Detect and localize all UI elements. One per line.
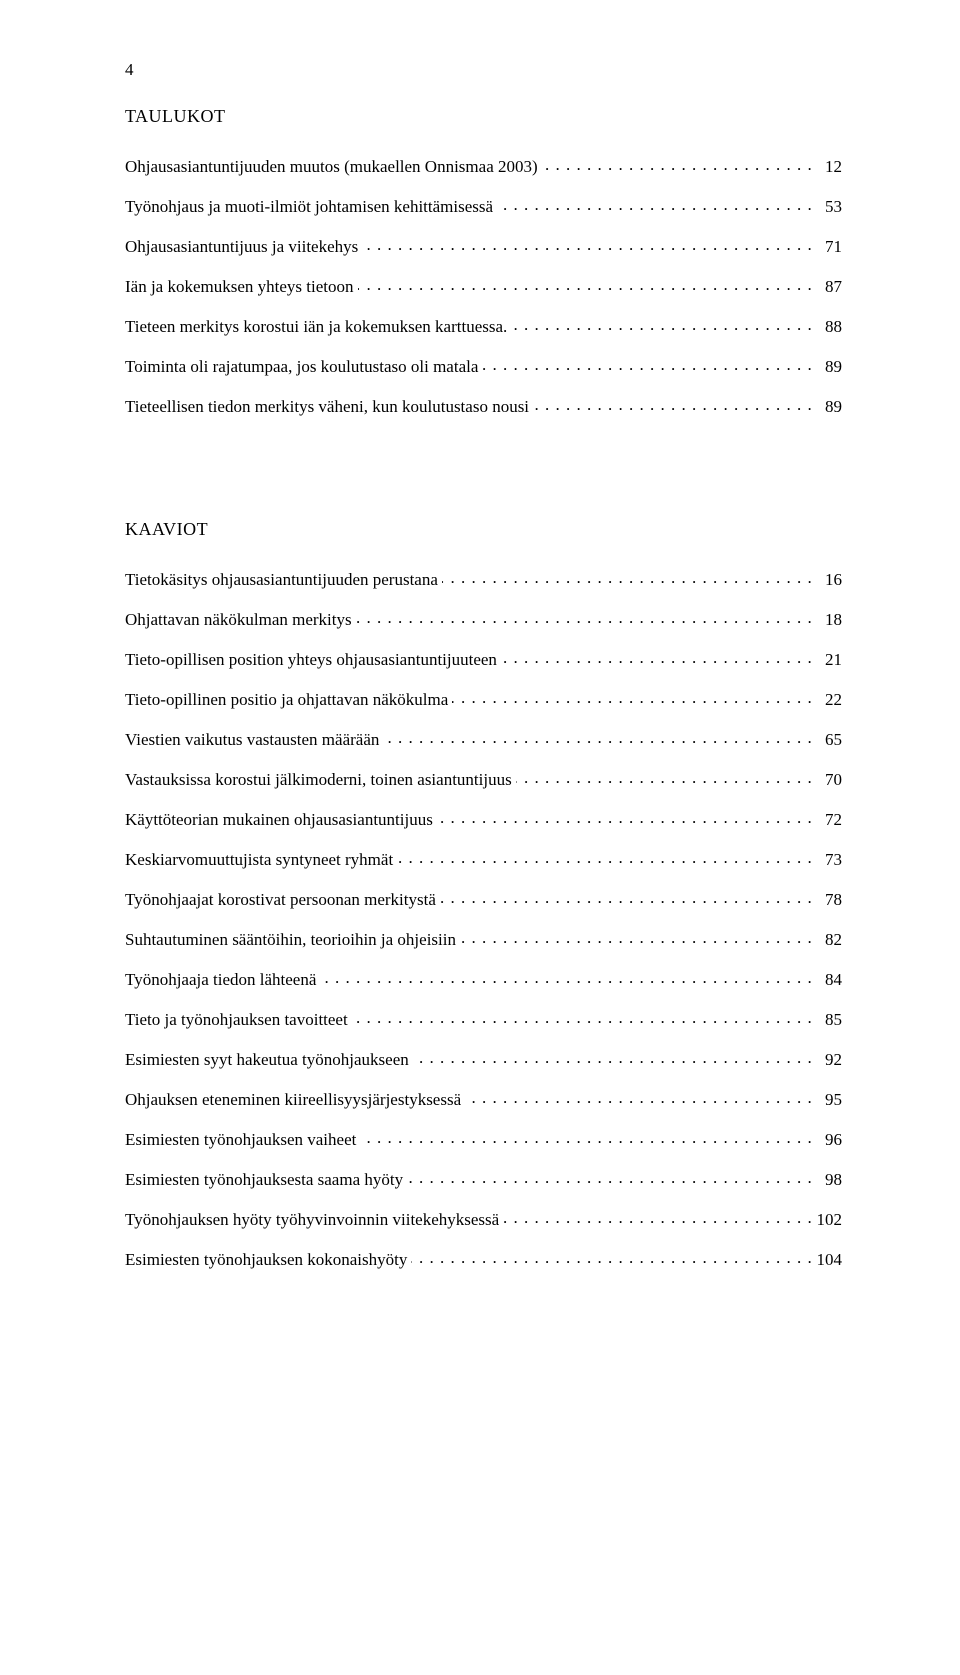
toc-entry-label: Ohjattavan näkökulman merkitys (125, 609, 356, 632)
toc-entry-page: 96 (819, 1129, 842, 1152)
toc-entry-label: Iän ja kokemuksen yhteys tietoon (125, 276, 358, 299)
page-number: 4 (125, 60, 842, 80)
toc-entry-label: Esimiesten työnohjauksen vaiheet (125, 1129, 360, 1152)
toc-entry: . . . . . . . . . . . . . . . . . . . . … (125, 600, 842, 640)
section-heading: KAAVIOT (125, 519, 842, 540)
toc-entry-page: 85 (819, 1009, 842, 1032)
toc-entry-label: Suhtautuminen sääntöihin, teorioihin ja … (125, 929, 460, 952)
toc-entry: . . . . . . . . . . . . . . . . . . . . … (125, 640, 842, 680)
toc-entry-page: 82 (819, 929, 842, 952)
toc-entry: . . . . . . . . . . . . . . . . . . . . … (125, 227, 842, 267)
toc-entry: . . . . . . . . . . . . . . . . . . . . … (125, 307, 842, 347)
toc-entry-page: 65 (819, 729, 842, 752)
toc-entry: . . . . . . . . . . . . . . . . . . . . … (125, 1000, 842, 1040)
toc-entry: . . . . . . . . . . . . . . . . . . . . … (125, 1200, 842, 1240)
toc-entry-page: 89 (819, 356, 842, 379)
toc-entry-label: Tieto-opillisen position yhteys ohjausas… (125, 649, 501, 672)
toc-entry: . . . . . . . . . . . . . . . . . . . . … (125, 960, 842, 1000)
toc-entry-label: Työnohjaajat korostivat persoonan merkit… (125, 889, 440, 912)
toc-entry-label: Tieteellisen tiedon merkitys väheni, kun… (125, 396, 533, 419)
toc-entry-label: Keskiarvomuuttujista syntyneet ryhmät (125, 849, 397, 872)
toc-entry-label: Tietokäsitys ohjausasiantuntijuuden peru… (125, 569, 442, 592)
toc-entry-label: Viestien vaikutus vastausten määrään (125, 729, 383, 752)
toc-entry-page: 16 (819, 569, 842, 592)
toc-entry: . . . . . . . . . . . . . . . . . . . . … (125, 1080, 842, 1120)
toc-entry-page: 87 (819, 276, 842, 299)
toc-entry: . . . . . . . . . . . . . . . . . . . . … (125, 680, 842, 720)
toc-entry-page: 84 (819, 969, 842, 992)
toc-entry-page: 18 (819, 609, 842, 632)
toc-entry: . . . . . . . . . . . . . . . . . . . . … (125, 387, 842, 427)
toc-entry: . . . . . . . . . . . . . . . . . . . . … (125, 1120, 842, 1160)
toc-entry-page: 78 (819, 889, 842, 912)
toc-entry-page: 70 (819, 769, 842, 792)
toc-entry-page: 98 (819, 1169, 842, 1192)
toc-entry: . . . . . . . . . . . . . . . . . . . . … (125, 800, 842, 840)
toc-entry: . . . . . . . . . . . . . . . . . . . . … (125, 267, 842, 307)
toc-entry-label: Tieteen merkitys korostui iän ja kokemuk… (125, 316, 511, 339)
toc-entry-page: 92 (819, 1049, 842, 1072)
toc-entry-page: 104 (811, 1249, 843, 1272)
toc-entry-label: Työnohjaaja tiedon lähteenä (125, 969, 320, 992)
toc-entry: . . . . . . . . . . . . . . . . . . . . … (125, 1240, 842, 1280)
toc-sections: TAULUKOT . . . . . . . . . . . . . . . . … (125, 106, 842, 1280)
toc-entry-label: Tieto ja työnohjauksen tavoitteet (125, 1009, 352, 1032)
toc-entry: . . . . . . . . . . . . . . . . . . . . … (125, 920, 842, 960)
toc-entry-page: 22 (819, 689, 842, 712)
toc-entry-page: 88 (819, 316, 842, 339)
section-heading: TAULUKOT (125, 106, 842, 127)
toc-entry: . . . . . . . . . . . . . . . . . . . . … (125, 1040, 842, 1080)
toc-entry: . . . . . . . . . . . . . . . . . . . . … (125, 720, 842, 760)
toc-entry-label: Esimiesten työnohjauksen kokonaishyöty (125, 1249, 411, 1272)
toc-entry-label: Ohjausasiantuntijuuden muutos (mukaellen… (125, 156, 542, 179)
toc-entry-label: Tieto-opillinen positio ja ohjattavan nä… (125, 689, 452, 712)
toc-entry-label: Työnohjauksen hyöty työhyvinvoinnin viit… (125, 1209, 503, 1232)
toc-entry-page: 102 (811, 1209, 843, 1232)
toc-entry-page: 21 (819, 649, 842, 672)
toc-entry-label: Esimiesten syyt hakeutua työnohjaukseen (125, 1049, 413, 1072)
toc-entry-page: 72 (819, 809, 842, 832)
toc-entry-label: Vastauksissa korostui jälkimoderni, toin… (125, 769, 516, 792)
toc-entry-page: 73 (819, 849, 842, 872)
toc-entry: . . . . . . . . . . . . . . . . . . . . … (125, 880, 842, 920)
toc-entry-page: 71 (819, 236, 842, 259)
toc-entry-label: Toiminta oli rajatumpaa, jos koulutustas… (125, 356, 482, 379)
toc-entry-label: Esimiesten työnohjauksesta saama hyöty (125, 1169, 407, 1192)
toc-entry-page: 89 (819, 396, 842, 419)
toc-section: KAAVIOT . . . . . . . . . . . . . . . . .… (125, 519, 842, 1280)
toc-entry: . . . . . . . . . . . . . . . . . . . . … (125, 560, 842, 600)
toc-entry-page: 95 (819, 1089, 842, 1112)
toc-entry-label: Käyttöteorian mukainen ohjausasiantuntij… (125, 809, 437, 832)
toc-entry: . . . . . . . . . . . . . . . . . . . . … (125, 840, 842, 880)
toc-entry: . . . . . . . . . . . . . . . . . . . . … (125, 1160, 842, 1200)
toc-entry: . . . . . . . . . . . . . . . . . . . . … (125, 187, 842, 227)
toc-entry: . . . . . . . . . . . . . . . . . . . . … (125, 760, 842, 800)
toc-entry: . . . . . . . . . . . . . . . . . . . . … (125, 347, 842, 387)
toc-entry-label: Ohjausasiantuntijuus ja viitekehys (125, 236, 362, 259)
toc-entry-label: Työnohjaus ja muoti-ilmiöt johtamisen ke… (125, 196, 497, 219)
toc-entry: . . . . . . . . . . . . . . . . . . . . … (125, 147, 842, 187)
toc-entry-page: 53 (819, 196, 842, 219)
toc-section: TAULUKOT . . . . . . . . . . . . . . . . … (125, 106, 842, 427)
toc-entry-label: Ohjauksen eteneminen kiireellisyysjärjes… (125, 1089, 465, 1112)
toc-entry-page: 12 (819, 156, 842, 179)
